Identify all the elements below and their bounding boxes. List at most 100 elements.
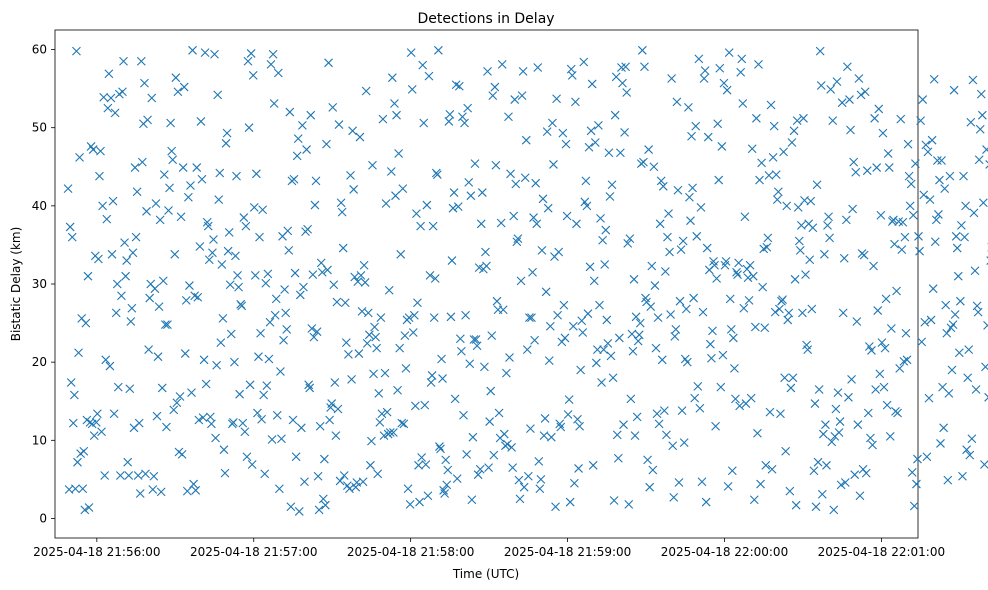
detection-point — [840, 478, 850, 487]
detection-point — [834, 428, 844, 437]
detection-point — [115, 471, 125, 480]
detection-point — [173, 87, 183, 97]
detection-point — [668, 441, 678, 451]
detection-point — [733, 270, 742, 280]
detection-point — [805, 255, 815, 265]
detection-point — [871, 385, 881, 394]
detection-point — [170, 249, 180, 259]
detection-point — [521, 135, 531, 145]
x-tick-label: 2025-04-18 22:00:00 — [661, 545, 788, 559]
detection-point — [404, 313, 414, 322]
detection-point — [665, 247, 674, 257]
detection-point — [859, 250, 869, 260]
detection-point — [228, 417, 238, 427]
detection-point — [535, 484, 545, 494]
detection-point — [932, 156, 942, 165]
detection-point — [606, 351, 616, 361]
detection-point — [509, 211, 519, 221]
detection-point — [614, 333, 624, 343]
detection-point — [315, 421, 325, 431]
detection-point — [270, 310, 280, 320]
detection-point — [440, 489, 450, 498]
detection-point — [232, 171, 241, 181]
detection-point — [828, 116, 838, 126]
detection-point — [798, 308, 807, 318]
detection-point — [673, 185, 683, 195]
detection-point — [428, 221, 438, 231]
detection-point — [410, 401, 420, 411]
detection-point — [985, 160, 988, 169]
detection-point — [951, 231, 961, 241]
detection-point — [427, 371, 437, 380]
detection-point — [878, 128, 888, 138]
detection-point — [368, 160, 377, 170]
detection-point — [274, 484, 284, 494]
detection-point — [176, 212, 186, 222]
detection-point — [902, 355, 912, 365]
detection-point — [795, 246, 805, 255]
detection-point — [900, 232, 910, 242]
detection-point — [945, 171, 955, 181]
detection-point — [216, 338, 226, 348]
detection-point — [714, 175, 724, 185]
detection-point — [984, 392, 988, 402]
detection-point — [562, 211, 572, 221]
detection-point — [769, 121, 779, 131]
detection-point — [517, 91, 527, 101]
detection-point — [106, 93, 116, 103]
detection-point — [63, 184, 73, 194]
detection-point — [750, 322, 760, 332]
detection-point — [921, 140, 931, 150]
detection-point — [424, 71, 434, 81]
detection-point — [218, 313, 228, 323]
detection-point — [163, 320, 172, 330]
detection-point — [982, 145, 988, 154]
detection-point — [723, 482, 733, 491]
detection-point — [637, 45, 647, 55]
detection-point — [171, 73, 181, 83]
detection-point — [288, 415, 298, 425]
detection-point — [311, 176, 321, 186]
detection-point — [349, 185, 359, 194]
detection-point — [674, 478, 684, 487]
detection-point — [890, 239, 899, 249]
detection-point — [455, 334, 465, 344]
detection-point — [913, 454, 922, 464]
detection-point — [206, 419, 216, 429]
detection-point — [463, 103, 473, 113]
detection-point — [394, 149, 404, 158]
detection-point — [374, 389, 384, 398]
detection-point — [780, 373, 790, 383]
detection-point — [155, 215, 165, 225]
detection-point — [195, 242, 205, 251]
detection-point — [594, 120, 603, 130]
detection-point — [189, 479, 198, 489]
detection-point — [950, 310, 960, 319]
detection-point — [961, 201, 970, 211]
detection-point — [361, 86, 371, 96]
detection-point — [538, 194, 548, 204]
detection-point — [653, 313, 663, 322]
detection-point — [983, 321, 988, 330]
detection-point — [696, 203, 706, 212]
detection-point — [226, 329, 236, 339]
detection-point — [91, 417, 101, 427]
detection-point — [767, 464, 777, 474]
detection-point — [430, 274, 440, 283]
detection-point — [396, 249, 406, 259]
detection-point — [690, 393, 700, 403]
detection-point — [841, 215, 851, 225]
detection-point — [849, 157, 859, 167]
detection-point — [413, 298, 422, 308]
detection-point — [214, 195, 224, 204]
detection-point — [949, 85, 959, 95]
detection-point — [254, 352, 263, 362]
detection-point — [309, 332, 319, 342]
detection-point — [963, 373, 973, 383]
detection-point — [652, 409, 662, 419]
detection-point — [156, 487, 166, 497]
detection-point — [968, 75, 978, 85]
detection-point — [299, 282, 308, 292]
detection-point — [937, 156, 946, 165]
detection-point — [263, 269, 273, 279]
